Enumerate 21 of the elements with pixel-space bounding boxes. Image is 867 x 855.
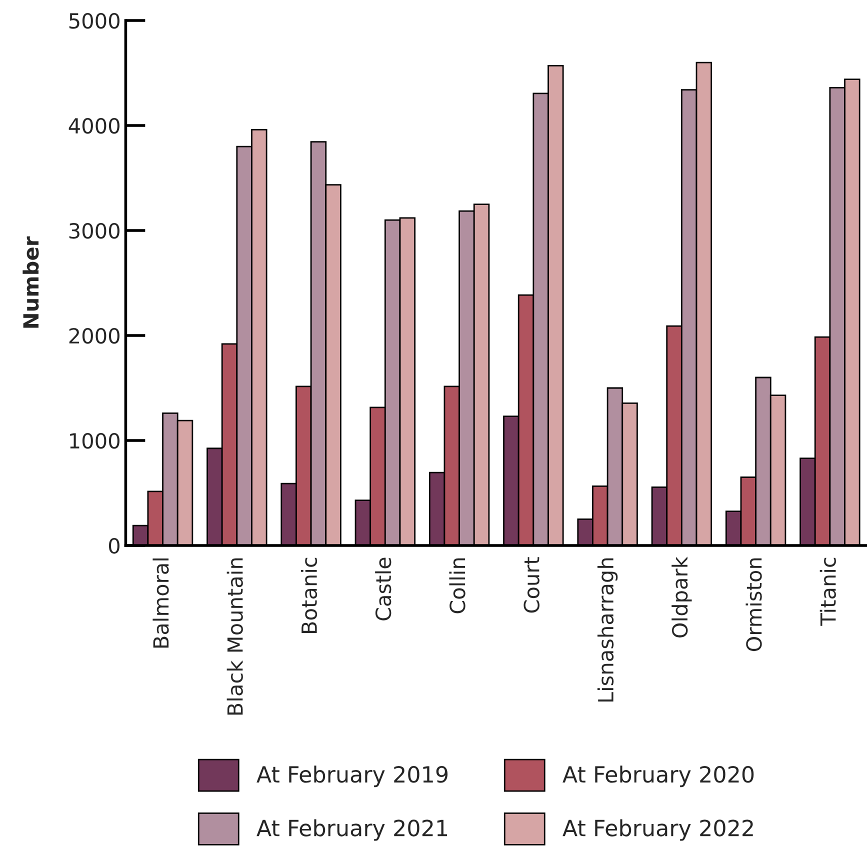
x-tick-label: Botanic [300, 558, 318, 633]
x-tick-label: Court [524, 557, 540, 613]
x-tick-label: Black Mountain [226, 558, 243, 715]
y-tick-label: 4000 [68, 118, 120, 134]
x-tick-label: Castle [375, 558, 392, 620]
x-tick-label: Collin [449, 558, 466, 614]
legend-label: At February 2019 [256, 766, 448, 788]
y-axis-title: Number [22, 236, 39, 328]
legend-label: At February 2021 [256, 819, 448, 841]
y-tick-label: 3000 [69, 222, 120, 239]
y-tick-label: 0 [108, 538, 120, 554]
x-tick-label: Lisnasharragh [597, 558, 618, 702]
x-tick-label: Titanic [820, 558, 836, 626]
x-tick-label: Oldpark [672, 556, 692, 638]
legend-label: At February 2022 [562, 819, 753, 841]
y-tick-label: 5000 [69, 12, 120, 29]
x-tick-label: Ormiston [746, 558, 762, 652]
y-tick-label: 2000 [69, 328, 120, 344]
x-tick-label: Balmoral [152, 558, 169, 648]
legend-label: At February 2020 [562, 766, 754, 788]
y-tick-label: 1000 [70, 432, 120, 449]
